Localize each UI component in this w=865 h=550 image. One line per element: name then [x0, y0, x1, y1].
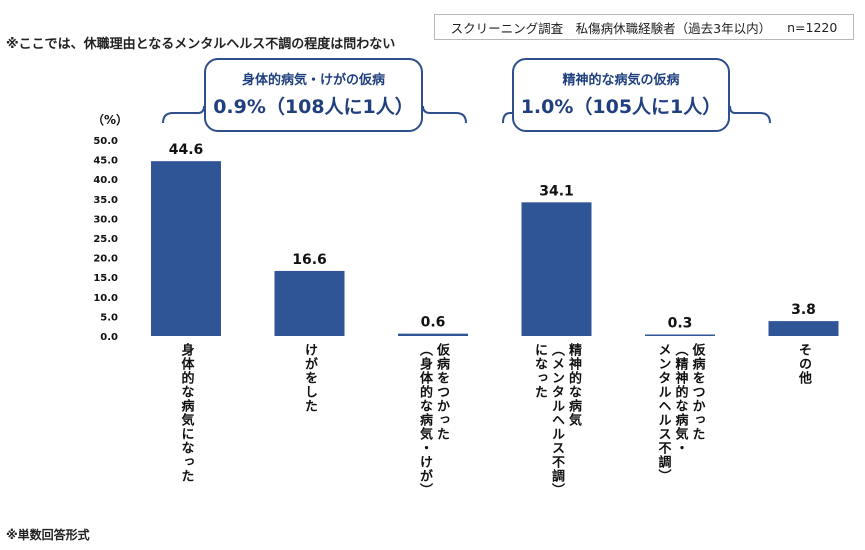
callout-physical-label: 身体的病気・けがの仮病 — [241, 73, 385, 88]
callout-mental-value: 1.0%（105人に1人） — [520, 96, 722, 118]
bar — [521, 202, 592, 336]
bar — [768, 321, 839, 336]
y-tick-label: 30.0 — [93, 214, 118, 225]
y-tick-label: 15.0 — [93, 273, 118, 284]
brace-left-physical — [162, 105, 205, 124]
brace-left-mental — [502, 112, 512, 124]
callout-physical-feigned: 身体的病気・けがの仮病 0.9%（108人に1人） — [204, 58, 423, 132]
sample-size: n=1220 — [787, 19, 838, 35]
bar-value-label: 0.3 — [668, 316, 693, 332]
bar — [645, 334, 715, 336]
y-tick-label: 5.0 — [100, 312, 118, 323]
y-tick-label: 20.0 — [93, 254, 118, 265]
category-label: 仮病をつかった （身体的な病気・けが） — [417, 343, 449, 497]
category-label: けがをした — [302, 343, 317, 413]
category-label: 仮病をつかった （精神的な病気・ メンタルヘルス不調） — [655, 343, 705, 483]
y-tick-label: 45.0 — [93, 156, 118, 167]
y-tick-label: 35.0 — [93, 195, 118, 206]
scope-note: ※ここでは、休職理由となるメンタルヘルス不調の程度は問わない — [6, 37, 396, 52]
brace-right-physical — [422, 105, 467, 124]
bar-value-label: 34.1 — [539, 183, 574, 199]
bar-value-label: 0.6 — [421, 315, 446, 331]
bar — [151, 161, 221, 336]
survey-info-box: スクリーニング調査 私傷病休職経験者（過去3年以内） n=1220 — [434, 14, 854, 40]
y-axis-unit: （%） — [92, 113, 129, 127]
y-tick-label: 50.0 — [93, 136, 118, 147]
bar-value-label: 44.6 — [169, 142, 204, 158]
bar-value-label: 3.8 — [791, 302, 816, 318]
bar-value-label: 16.6 — [292, 252, 327, 268]
y-tick-label: 0.0 — [100, 332, 118, 343]
y-tick-label: 10.0 — [93, 293, 118, 304]
category-label: 身体的な病気になった — [178, 343, 194, 483]
category-label: その他 — [796, 343, 811, 385]
bar — [398, 333, 468, 336]
y-tick-label: 25.0 — [93, 234, 118, 245]
answer-format-note: ※単数回答形式 — [6, 528, 90, 542]
survey-title: スクリーニング調査 私傷病休職経験者（過去3年以内） — [450, 20, 772, 36]
callout-mental-label: 精神的な病気の仮病 — [562, 73, 680, 88]
brace-right-mental — [729, 105, 771, 124]
callout-mental-feigned: 精神的な病気の仮病 1.0%（105人に1人） — [512, 58, 730, 132]
y-tick-label: 40.0 — [93, 175, 118, 186]
category-label: 精神的な病気 （メンタルヘルス不調） になった — [532, 343, 581, 497]
callout-physical-value: 0.9%（108人に1人） — [213, 96, 414, 118]
bar — [274, 270, 345, 336]
